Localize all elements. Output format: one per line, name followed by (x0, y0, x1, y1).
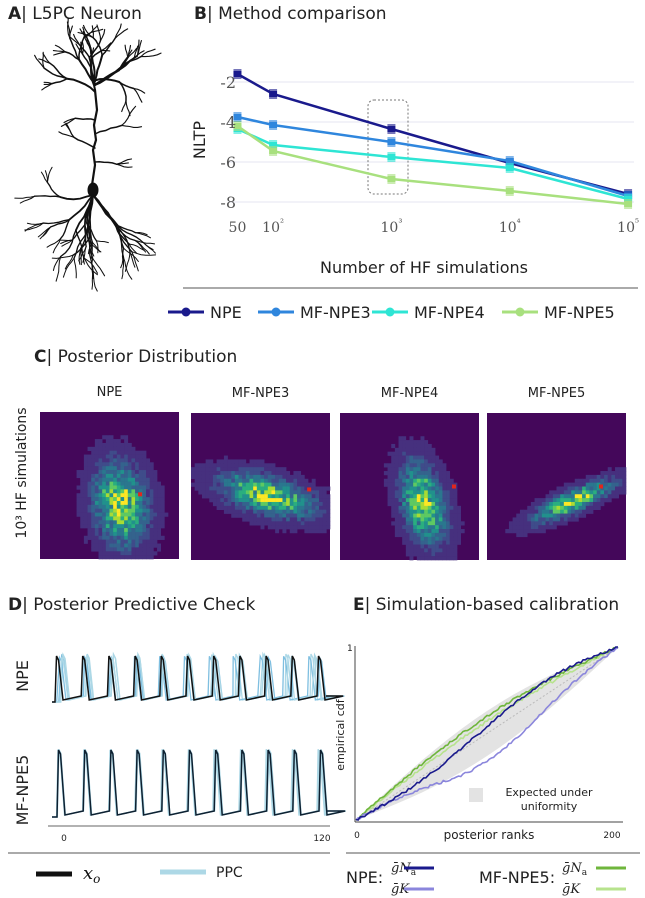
ground-truth-marker (307, 487, 312, 492)
heatmap-cells (76, 435, 169, 560)
x-tick-label: 10⁵ (617, 218, 639, 236)
heatmap-row-label: 10³ HF simulations (14, 407, 30, 538)
sbc-legend: NPE: ḡNa ḡK MF-NPE5: ḡNa ḡK (346, 861, 626, 897)
ppc-trace-npe (52, 653, 333, 703)
data-point (387, 176, 396, 182)
ppc-row-label-mfnpe5: MF-NPE5 (13, 755, 32, 826)
data-point (387, 126, 396, 132)
y-tick-label: -4 (220, 113, 236, 132)
sbc-x-tick-0: 0 (354, 831, 360, 841)
heatmap-cells (383, 436, 465, 561)
data-point (624, 201, 633, 207)
heatmap-panel: MF-NPE5 (487, 386, 627, 560)
ppc-legend-label-xo: xo (83, 863, 100, 886)
legend-marker (181, 307, 191, 317)
heatmap-panel: MF-NPE3 (191, 386, 331, 560)
panel-d-title: D| Posterior Predictive Check (8, 595, 256, 615)
data-point (269, 142, 278, 148)
ppc-row-label-npe: NPE (13, 660, 32, 692)
sbc-legend-group-label: NPE: (346, 868, 383, 887)
data-point (505, 188, 514, 194)
ppc-legend-label-ppc: PPC (216, 865, 243, 881)
heatmap-title: NPE (97, 385, 123, 400)
x-tick-label: 50 (229, 220, 247, 236)
data-point (387, 139, 396, 145)
ppc-x-tick-0: 0 (61, 834, 67, 844)
heatmap-title: MF-NPE4 (381, 386, 438, 401)
observation-trace-npe (52, 655, 344, 703)
data-point (505, 165, 514, 171)
panel-a-title: A| L5PC Neuron (8, 4, 142, 24)
panel-b-title: B| Method comparison (194, 4, 387, 24)
band-legend-swatch (469, 788, 483, 802)
highlight-box (367, 99, 409, 195)
series-line-mf-npe4 (236, 127, 629, 201)
data-point (624, 196, 633, 202)
x-axis-label: Number of HF simulations (320, 258, 528, 277)
sbc-y-tick-1: 1 (347, 644, 353, 654)
ppc-chart: NPE MF-NPE5 0 120 xo PPC (8, 651, 346, 886)
heatmap-cells (505, 467, 627, 538)
x-tick-label: 10⁴ (499, 218, 521, 236)
sbc-cdf-line (355, 646, 618, 821)
ppc-trace-npe (52, 655, 345, 703)
ppc-trace-mfnpe5 (52, 749, 346, 818)
x-tick-label: 10³ (380, 218, 402, 236)
sbc-cdf-line (355, 647, 619, 821)
legend-marker (515, 307, 525, 317)
heatmap-panel: MF-NPE4 (340, 386, 479, 561)
heatmap-title: MF-NPE3 (232, 386, 289, 401)
sbc-legend-group-label: MF-NPE5: (479, 868, 555, 887)
legend-marker (385, 307, 395, 317)
y-tick-label: -2 (220, 73, 236, 92)
chart-grid (228, 81, 634, 203)
posterior-distribution-chart: 10³ HF simulations NPE MF-NPE3 MF-NPE4 MF-N… (14, 385, 627, 561)
sbc-legend-entry-label: ḡNa (562, 861, 588, 878)
neuron-morphology (14, 17, 162, 292)
series-line-mf-npe5 (236, 124, 629, 206)
series-line-npe (236, 72, 629, 196)
data-point (269, 122, 278, 128)
sbc-chart: Expected under uniformity empirical cdf … (334, 644, 640, 897)
data-point (269, 91, 278, 97)
y-tick-label: -8 (220, 193, 236, 212)
sbc-y-axis-label: empirical cdf (334, 698, 347, 770)
y-tick-label: -6 (220, 153, 236, 172)
legend-label: MF-NPE3 (300, 303, 371, 322)
ground-truth-marker (598, 484, 603, 489)
sbc-cdf-line (355, 646, 619, 821)
data-point (233, 123, 242, 129)
y-axis-label: NLTP (190, 121, 209, 159)
diagonal-reference (355, 646, 619, 821)
data-point (233, 114, 242, 120)
ppc-x-tick-1: 120 (313, 834, 330, 844)
sbc-legend-entry-label: ḡNa (391, 861, 417, 878)
data-point (505, 158, 514, 164)
method-comparison-chart: -2 -4 -6 -8 50 10² 10³ 10⁴ 10⁵ NLTP Number of H… (168, 69, 639, 322)
sbc-legend-entry-label: ḡK (391, 882, 410, 897)
data-point (269, 148, 278, 154)
legend-marker (271, 307, 281, 317)
legend-label: MF-NPE4 (414, 303, 485, 322)
sbc-x-tick-200: 200 (603, 831, 620, 841)
sbc-x-axis-label: posterior ranks (444, 828, 535, 842)
ground-truth-marker (138, 492, 143, 497)
heatmap-panel: NPE (40, 385, 179, 560)
sbc-legend-entry-label: ḡK (562, 882, 581, 897)
observation-trace-mfnpe5 (52, 749, 346, 818)
ground-truth-marker (451, 484, 456, 489)
x-tick-label: 10² (262, 218, 284, 236)
band-legend-label-1: Expected under (505, 786, 593, 799)
panel-c-title: C| Posterior Distribution (34, 347, 238, 367)
panel-e-title: E| Simulation-based calibration (353, 595, 620, 615)
data-point (233, 71, 242, 77)
band-legend-label-2: uniformity (521, 800, 578, 813)
data-point (387, 154, 396, 160)
legend-label: MF-NPE5 (544, 303, 615, 322)
heatmap-cells (191, 455, 331, 534)
heatmap-title: MF-NPE5 (528, 386, 585, 401)
legend-label: NPE (210, 303, 242, 322)
chart-legend: NPE MF-NPE3 MF-NPE4 MF-NPE5 (168, 303, 615, 322)
